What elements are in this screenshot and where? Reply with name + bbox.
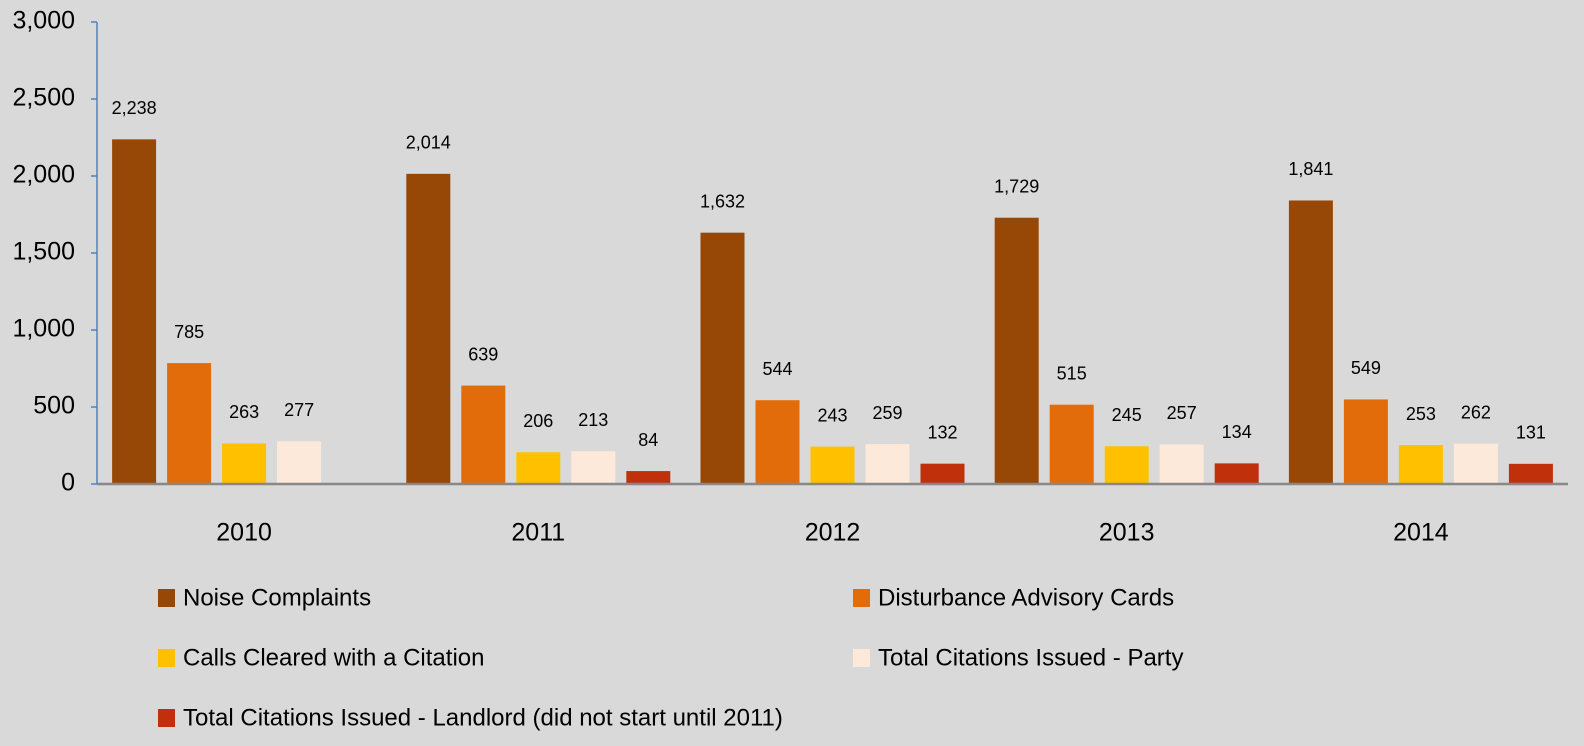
x-tick-label: 2014 — [1393, 519, 1449, 547]
value-label: 131 — [1516, 423, 1546, 443]
value-label: 84 — [638, 430, 658, 450]
value-label: 132 — [927, 422, 957, 442]
legend-label: Total Citations Issued - Landlord (did n… — [183, 704, 783, 731]
bar — [1508, 463, 1553, 484]
bar — [810, 446, 855, 484]
value-label: 277 — [284, 400, 314, 420]
legend-label: Noise Complaints — [183, 584, 371, 611]
y-tick-label: 1,500 — [12, 238, 75, 266]
value-label: 253 — [1406, 404, 1436, 424]
bar — [1453, 443, 1498, 484]
value-label: 1,729 — [994, 176, 1039, 196]
bar — [994, 217, 1039, 484]
legend-swatch — [853, 649, 870, 667]
value-label: 257 — [1167, 403, 1197, 423]
y-tick-label: 1,000 — [12, 315, 75, 343]
x-tick-label: 2013 — [1099, 519, 1155, 547]
bar — [406, 173, 451, 484]
bar — [626, 471, 671, 484]
bar — [1049, 404, 1094, 484]
bar — [461, 385, 506, 484]
value-label: 549 — [1351, 358, 1381, 378]
bar — [865, 444, 910, 484]
value-label: 1,841 — [1288, 159, 1333, 179]
y-tick-label: 3,000 — [12, 7, 75, 35]
legend-label: Disturbance Advisory Cards — [878, 584, 1174, 611]
legend-swatch — [158, 649, 175, 667]
value-label: 243 — [817, 405, 847, 425]
legend-swatch — [158, 709, 175, 727]
legend-label: Calls Cleared with a Citation — [183, 644, 484, 671]
y-tick-label: 2,000 — [12, 161, 75, 189]
bar — [755, 400, 800, 484]
value-label: 1,632 — [700, 191, 745, 211]
value-label: 263 — [229, 402, 259, 422]
bar — [167, 363, 212, 484]
y-tick-label: 0 — [61, 469, 75, 497]
bar — [222, 443, 267, 484]
bar — [1159, 444, 1204, 484]
bar — [1398, 445, 1443, 484]
y-tick-label: 2,500 — [12, 84, 75, 112]
legend-swatch — [158, 589, 175, 607]
value-label: 515 — [1057, 363, 1087, 383]
bar — [1288, 200, 1333, 484]
value-label: 134 — [1222, 422, 1252, 442]
legend-swatch — [853, 589, 870, 607]
y-tick-label: 500 — [33, 392, 75, 420]
bar — [112, 139, 157, 484]
value-label: 245 — [1112, 405, 1142, 425]
bar — [1214, 463, 1259, 484]
value-label: 2,014 — [406, 133, 451, 153]
bar — [1104, 446, 1149, 484]
x-tick-label: 2011 — [511, 519, 565, 547]
bar — [700, 232, 745, 484]
value-label: 262 — [1461, 402, 1491, 422]
bar — [1343, 399, 1388, 484]
bar — [571, 451, 616, 484]
x-tick-label: 2010 — [216, 519, 272, 547]
value-label: 213 — [578, 410, 608, 430]
x-tick-label: 2012 — [805, 519, 861, 547]
value-label: 2,238 — [112, 98, 157, 118]
value-label: 639 — [468, 344, 498, 364]
value-label: 544 — [762, 359, 792, 379]
value-label: 785 — [174, 322, 204, 342]
value-label: 259 — [872, 403, 902, 423]
bar — [516, 452, 561, 484]
legend-label: Total Citations Issued - Party — [878, 644, 1183, 671]
bar — [277, 441, 322, 484]
value-label: 206 — [523, 411, 553, 431]
bar — [920, 463, 965, 484]
